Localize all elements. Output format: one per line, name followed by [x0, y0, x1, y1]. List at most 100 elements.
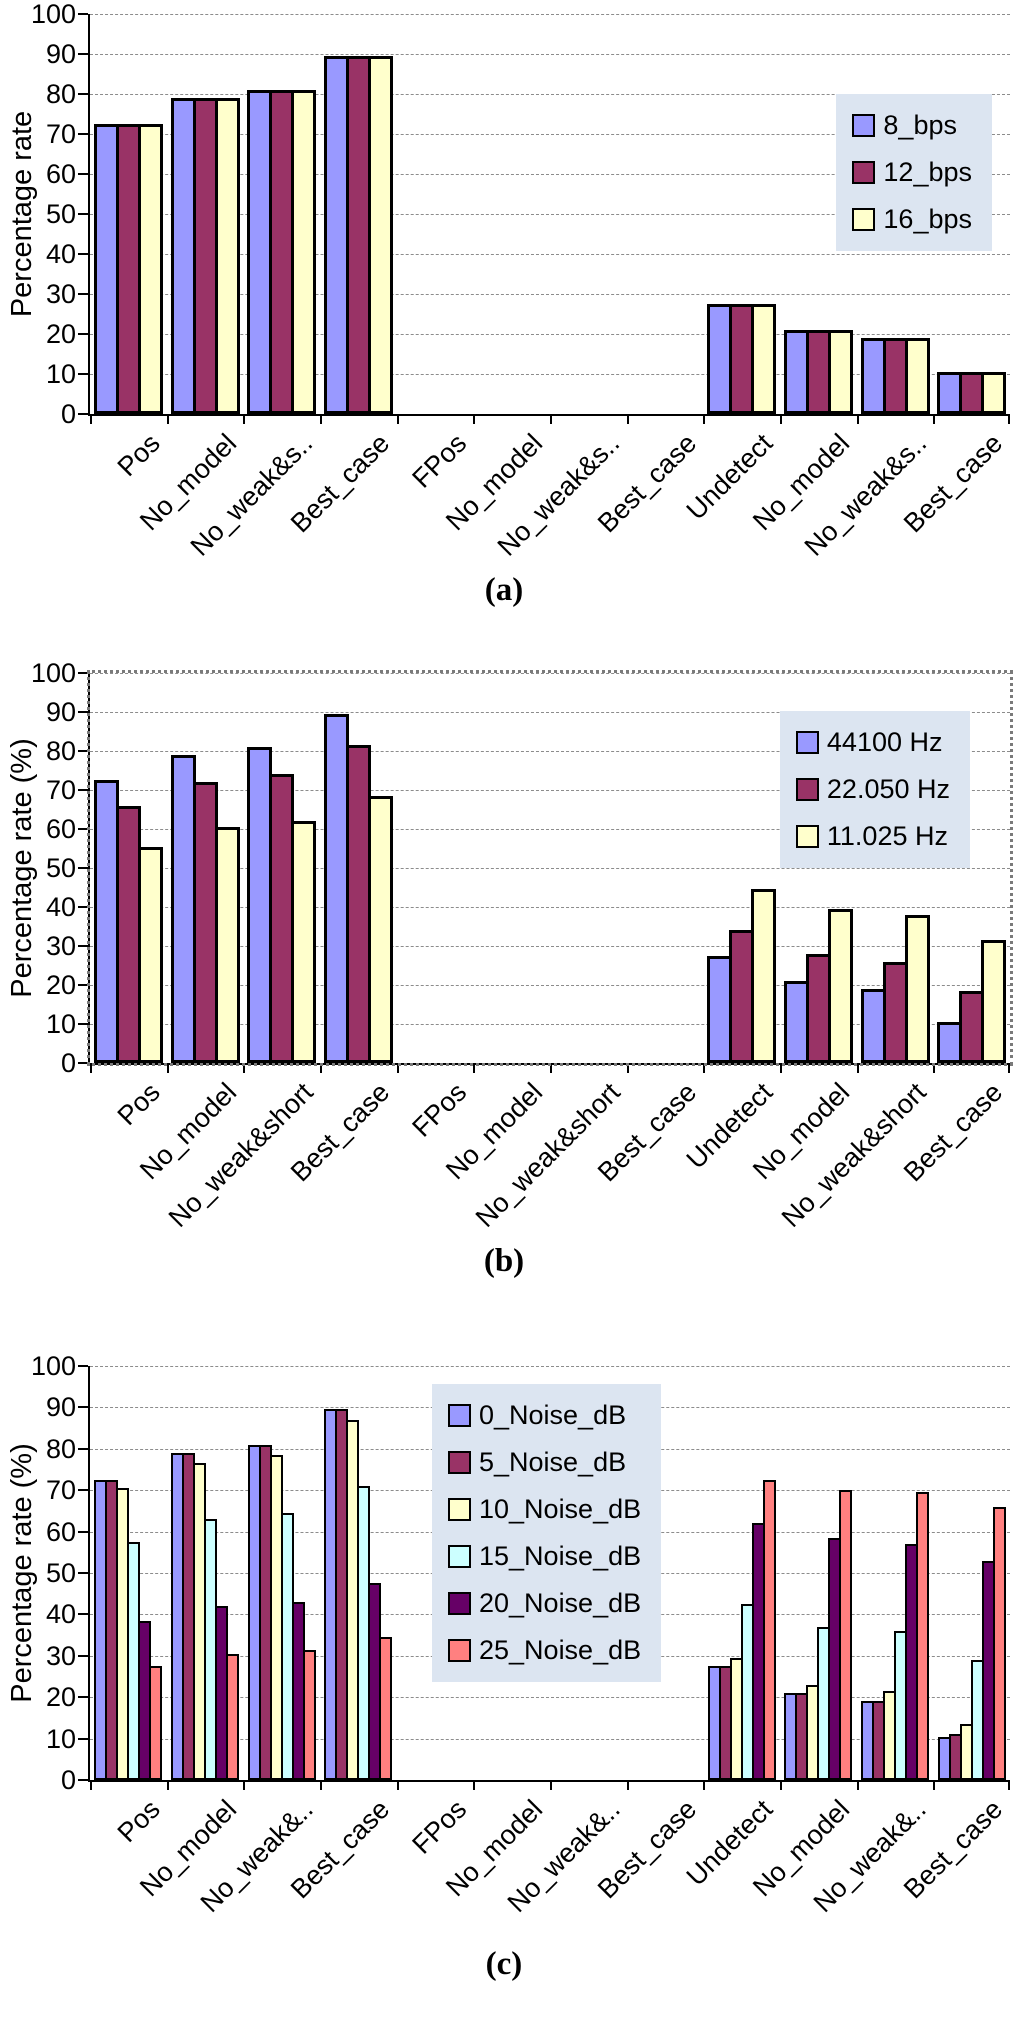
- y-axis-tick-label: 50: [45, 853, 76, 883]
- y-axis-tick-mark: [78, 789, 88, 791]
- x-axis-tick-mark: [626, 1063, 629, 1073]
- gridline: [90, 829, 1010, 830]
- x-axis-tick-mark: [166, 1063, 169, 1073]
- legend-swatch: [448, 1404, 471, 1427]
- bar-16_bps-Best_case: [367, 56, 393, 414]
- y-axis-tick-mark: [78, 293, 88, 295]
- x-axis-tick-mark: [626, 414, 629, 424]
- legend-swatch: [448, 1545, 471, 1568]
- y-axis-tick-mark: [78, 333, 88, 335]
- x-axis-tick-mark: [243, 1780, 246, 1790]
- bar-11.025 Hz-No_weak&short: [904, 914, 930, 1063]
- legend-label: 10_Noise_dB: [479, 1494, 642, 1524]
- y-axis-tick-mark: [78, 1572, 88, 1574]
- y-axis-tick-label: 80: [45, 1433, 76, 1464]
- y-axis-tick-mark: [78, 1737, 88, 1740]
- bar-16_bps-No_weak&s..: [291, 90, 317, 414]
- y-axis-tick-mark: [78, 672, 88, 674]
- y-axis-tick-mark: [78, 253, 88, 255]
- y-axis-tick-mark: [78, 945, 88, 947]
- y-axis-tick-mark: [78, 867, 88, 869]
- bar-11.025 Hz-No_weak&short: [291, 821, 317, 1063]
- legend-swatch: [795, 731, 819, 754]
- legend-swatch: [448, 1639, 471, 1662]
- bar-25_Noise_dB-Best_case: [379, 1637, 393, 1780]
- y-axis-tick-mark: [78, 1654, 88, 1657]
- bar-11.025 Hz-No_model: [827, 908, 853, 1063]
- legend-label: 16_bps: [883, 204, 972, 234]
- legend-item-44100 Hz: 44100 Hz: [795, 727, 950, 758]
- gridline: [90, 294, 1010, 295]
- bar-16_bps-Best_case: [981, 372, 1007, 414]
- legend-item-16_bps: 16_bps: [852, 204, 972, 235]
- bar-11.025 Hz-Undetect: [751, 889, 777, 1063]
- y-axis-tick-mark: [78, 1613, 88, 1616]
- x-axis-tick-mark: [856, 1063, 859, 1073]
- gridline: [90, 985, 1010, 986]
- chart-c-y-axis: Percentage rate (%) 0 10 20 30 40 50 60 70 80 90 1…: [0, 1351, 88, 1795]
- chart-a: Percentage rate 0 10 20 30 40 50 60 70 80 90 100 8…: [0, 0, 1024, 609]
- bar-22.050 Hz-No_weak&short: [882, 961, 908, 1063]
- x-axis-tick-mark: [780, 1063, 782, 1073]
- gridline: [90, 790, 1010, 791]
- x-axis-label: Pos: [111, 1794, 166, 1849]
- y-axis-tick-mark: [78, 93, 88, 95]
- chart-a-plot-row: Percentage rate 0 10 20 30 40 50 60 70 80 90 100 8…: [0, 0, 1024, 429]
- bar-16_bps-No_model: [214, 98, 240, 414]
- bar-12_bps-No_weak&s..: [882, 338, 908, 414]
- chart-b-caption: (b): [0, 1243, 1008, 1280]
- gridline: [90, 14, 1010, 15]
- x-axis-label: FPos: [406, 428, 473, 494]
- bar-44100 Hz-No_weak&short: [247, 747, 273, 1063]
- bar-25_Noise_dB-No_weak&..: [302, 1649, 316, 1780]
- x-axis-tick-mark: [396, 1780, 399, 1790]
- y-axis-tick-mark: [78, 828, 88, 830]
- legend-label: 8_bps: [883, 110, 957, 140]
- x-axis-tick-mark: [550, 414, 552, 424]
- bar-22.050 Hz-Best_case: [959, 990, 985, 1063]
- y-axis-tick-label: 60: [45, 1516, 76, 1547]
- x-axis-tick-mark: [166, 414, 169, 424]
- bar-25_Noise_dB-No_model: [226, 1653, 239, 1780]
- gridline: [90, 946, 1010, 947]
- bar-16_bps-Pos: [137, 124, 163, 414]
- x-axis-tick-mark: [320, 1063, 322, 1073]
- y-axis-tick-label: 0: [60, 399, 76, 429]
- x-axis-tick-mark: [90, 1780, 92, 1790]
- gridline: [90, 134, 1010, 135]
- gridline: [90, 712, 1010, 713]
- bar-25_Noise_dB-Pos: [149, 1666, 163, 1780]
- legend-label: 12_bps: [883, 157, 972, 187]
- chart-a-y-axis: Percentage rate 0 10 20 30 40 50 60 70 80 90 100: [0, 0, 88, 429]
- legend-label: 20_Noise_dB: [479, 1588, 642, 1618]
- legend-label: 15_Noise_dB: [479, 1541, 642, 1571]
- chart-b: Percentage rate (%) 0 10 20 30 40 50 60 70 80 90 1…: [0, 658, 1024, 1280]
- y-axis-tick-label: 60: [45, 814, 76, 844]
- bar-12_bps-No_weak&s..: [269, 90, 295, 414]
- gridline: [90, 1024, 1010, 1025]
- x-axis-tick-mark: [90, 1063, 92, 1073]
- gridline: [90, 334, 1010, 335]
- y-axis-tick-mark: [78, 53, 88, 55]
- x-axis-tick-mark: [703, 1063, 706, 1073]
- bar-11.025 Hz-Best_case: [981, 940, 1007, 1063]
- x-axis-tick-mark: [856, 414, 859, 424]
- chart-c-x-axis-labels: Pos No_model No_weak&.. Best_case FPos No_mod…: [88, 1782, 1008, 1928]
- legend-swatch: [795, 778, 819, 801]
- y-axis-tick-label: 10: [45, 1009, 76, 1039]
- chart-b-y-axis: Percentage rate (%) 0 10 20 30 40 50 60 70 80 90 1…: [0, 658, 88, 1078]
- legend-label: 44100 Hz: [826, 727, 943, 757]
- y-axis-tick-mark: [78, 1365, 88, 1367]
- gridline: [90, 214, 1010, 215]
- x-axis-tick-mark: [396, 414, 399, 424]
- y-axis-tick-label: 90: [45, 39, 76, 69]
- y-axis-tick-mark: [78, 1062, 88, 1064]
- y-axis-tick-label: 100: [30, 1351, 76, 1381]
- x-axis-tick-mark: [320, 1780, 322, 1790]
- y-axis-tick-label: 80: [45, 79, 76, 109]
- legend-item-5_Noise_dB: 5_Noise_dB: [448, 1447, 641, 1478]
- y-axis-tick-label: 40: [45, 1599, 76, 1630]
- chart-c: Percentage rate (%) 0 10 20 30 40 50 60 70 80 90 1…: [0, 1351, 1024, 1983]
- chart-c-caption: (c): [0, 1946, 1008, 1983]
- chart-a-caption: (a): [0, 572, 1008, 609]
